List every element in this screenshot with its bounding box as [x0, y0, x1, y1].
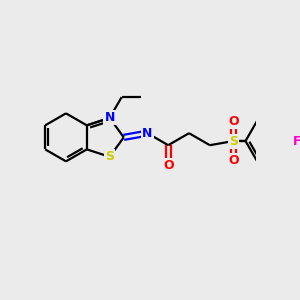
Text: F: F [293, 134, 300, 148]
Text: S: S [105, 150, 114, 163]
Text: O: O [228, 154, 239, 167]
Text: N: N [104, 111, 115, 124]
Text: O: O [228, 115, 239, 128]
Text: O: O [163, 159, 173, 172]
Text: S: S [229, 134, 238, 148]
Text: N: N [142, 127, 153, 140]
